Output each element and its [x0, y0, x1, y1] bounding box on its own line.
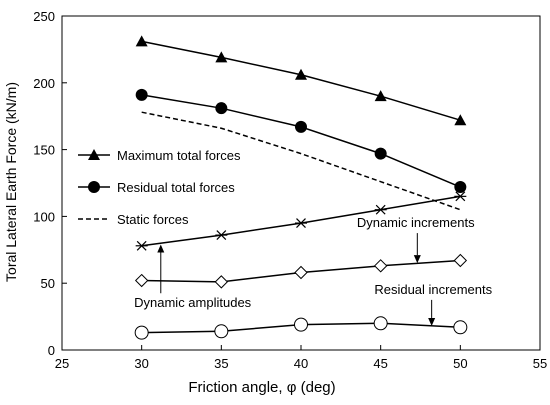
annotation-label: Dynamic amplitudes: [134, 295, 252, 310]
asterisk-marker: [135, 240, 148, 251]
x-tick-label: 55: [533, 356, 547, 371]
asterisk-stroke: [136, 240, 147, 251]
asterisk-stroke: [375, 204, 386, 215]
triangle-marker: [295, 68, 307, 80]
open-circle-marker: [294, 317, 308, 332]
open-diamond-marker: [453, 253, 468, 268]
triangle-marker: [454, 114, 467, 126]
asterisk-stroke: [216, 230, 227, 241]
axis-ticks: 25 30 35 40 45 50 55 0 50 100 150 200 250: [33, 9, 547, 371]
series-5: [134, 316, 468, 340]
legend-entry: Static forces: [78, 212, 189, 227]
legend-label: Residual total forces: [117, 180, 235, 195]
asterisk-marker: [454, 191, 467, 202]
y-tick-label: 50: [41, 276, 55, 291]
asterisk-marker: [374, 204, 387, 215]
x-tick-label: 35: [214, 356, 228, 371]
open-circle-marker: [214, 324, 229, 339]
series-4: [134, 253, 468, 289]
annotation: Dynamic amplitudes: [134, 244, 252, 310]
legend-label: Maximum total forces: [117, 148, 241, 163]
open-diamond-marker: [373, 259, 388, 273]
series-1: [135, 88, 467, 194]
asterisk-marker: [295, 218, 307, 229]
series-2: [141, 111, 461, 211]
open-diamond-marker: [294, 265, 308, 280]
triangle-marker: [88, 149, 100, 160]
filled-circle-marker: [374, 147, 387, 160]
asterisk-stroke: [296, 218, 306, 229]
annotation: Dynamic increments: [357, 215, 475, 264]
legend-label: Static forces: [117, 212, 189, 227]
x-axis-label: Friction angle, φ (deg): [188, 379, 335, 396]
series-layer: [134, 35, 468, 340]
y-tick-label: 200: [33, 76, 55, 91]
annotation-label: Dynamic increments: [357, 215, 475, 230]
asterisk-stroke: [455, 191, 466, 202]
open-circle-marker: [373, 316, 388, 331]
filled-circle-marker: [135, 88, 148, 101]
filled-circle-marker: [215, 102, 228, 115]
series-line: [141, 94, 461, 188]
annotation: Residual increments: [374, 282, 493, 326]
x-tick-label: 40: [294, 356, 308, 371]
y-tick-label: 100: [33, 209, 55, 224]
x-tick-label: 50: [453, 356, 467, 371]
annotation-arrow-head: [413, 255, 421, 264]
y-tick-label: 150: [33, 143, 55, 158]
open-diamond-marker: [134, 273, 149, 288]
series-0: [135, 35, 467, 126]
annotation-arrow-head: [428, 317, 436, 326]
series-3: [135, 191, 467, 251]
triangle-marker: [135, 35, 148, 47]
open-circle-marker: [134, 325, 149, 340]
triangle-marker: [215, 51, 228, 63]
annotation-arrow-head: [157, 244, 165, 253]
legend-entry: Residual total forces: [78, 180, 235, 195]
asterisk-marker: [215, 230, 228, 241]
x-tick-label: 25: [55, 356, 69, 371]
annotation-label: Residual increments: [374, 282, 492, 297]
y-tick-label: 250: [33, 9, 55, 24]
open-circle-marker: [453, 320, 468, 335]
series-line: [141, 111, 461, 211]
y-axis-label: Toral Lateral Earth Force (kN/m): [3, 82, 19, 282]
y-tick-label: 0: [48, 343, 55, 358]
legend: Maximum total forces Residual total force…: [78, 148, 241, 227]
filled-circle-marker: [454, 181, 467, 194]
filled-circle-marker: [295, 120, 307, 133]
series-line: [141, 40, 461, 121]
x-tick-label: 30: [134, 356, 148, 371]
open-diamond-marker: [214, 275, 229, 289]
annotations: Dynamic increments Dynamic amplitudes Resi…: [134, 215, 493, 326]
x-tick-label: 45: [373, 356, 387, 371]
triangle-marker: [374, 90, 387, 102]
filled-circle-marker: [88, 181, 100, 193]
legend-entry: Maximum total forces: [78, 148, 241, 163]
